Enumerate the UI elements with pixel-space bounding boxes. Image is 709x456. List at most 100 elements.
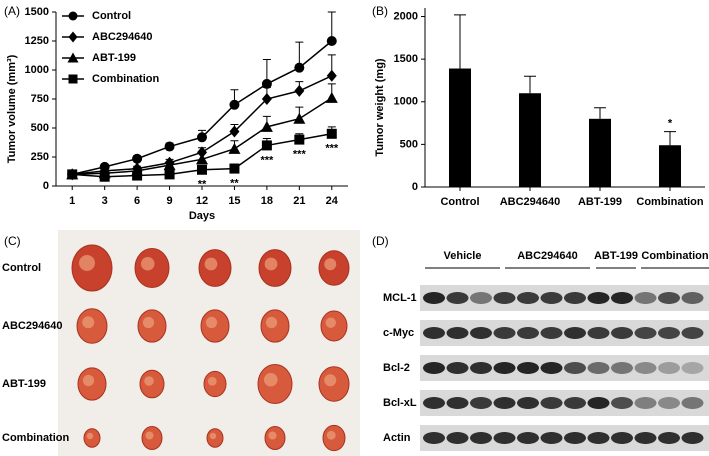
- row-label: Bcl-2: [383, 362, 410, 374]
- blot-band: [564, 432, 586, 444]
- marker: [229, 163, 240, 174]
- row-label: c-Myc: [383, 327, 414, 339]
- blot-band: [658, 327, 680, 339]
- x-tick-label: 15: [228, 195, 240, 207]
- blot-band: [446, 432, 469, 444]
- blot-band: [611, 327, 633, 339]
- blot-band: [493, 362, 516, 374]
- marker: [261, 93, 272, 105]
- blot-band: [540, 397, 563, 409]
- x-tick-label: ABC294640: [500, 196, 561, 208]
- blot-band: [540, 432, 563, 444]
- blot-band: [423, 397, 445, 409]
- marker: [163, 159, 176, 171]
- row-label: ABT-199: [2, 378, 46, 390]
- y-tick-label: 1500: [25, 6, 49, 18]
- blot-band: [446, 397, 469, 409]
- panel-label: (C): [4, 234, 21, 248]
- marker: [229, 125, 240, 138]
- blot-band: [681, 327, 704, 339]
- y-tick-label: 250: [31, 151, 49, 163]
- row-label: Control: [2, 262, 41, 274]
- marker: [293, 112, 306, 124]
- y-tick-label: 1000: [25, 64, 49, 76]
- marker: [132, 170, 143, 181]
- marker: [197, 164, 207, 175]
- tumor-highlight: [207, 376, 217, 386]
- blot-band: [517, 327, 539, 339]
- tumor-highlight: [86, 432, 94, 440]
- annotation: ***: [293, 149, 307, 161]
- blot-band: [658, 292, 680, 304]
- tumor-highlight: [325, 317, 336, 328]
- blot-band: [587, 292, 610, 304]
- annotation: *: [668, 118, 673, 130]
- y-tick-label: 0: [43, 180, 49, 192]
- marker: [67, 52, 79, 63]
- tumor-highlight: [142, 316, 155, 329]
- tumor-highlight: [263, 372, 278, 387]
- blot-band: [587, 397, 610, 409]
- marker: [67, 169, 78, 180]
- marker: [68, 31, 78, 43]
- group-label: ABC294640: [517, 250, 578, 262]
- blot-band: [446, 327, 469, 339]
- bar: [449, 68, 471, 187]
- blot-band: [658, 397, 680, 409]
- tumor-highlight: [79, 255, 95, 271]
- marker: [326, 69, 337, 82]
- x-tick-label: Combination: [636, 196, 703, 208]
- blot-band: [517, 292, 539, 304]
- blot-band: [681, 432, 704, 444]
- bar: [589, 118, 611, 187]
- y-tick-label: 2000: [394, 10, 418, 22]
- blot-band: [517, 362, 539, 374]
- error-bar: [454, 14, 466, 69]
- panel-label: (B): [372, 4, 388, 18]
- blot-band: [493, 292, 516, 304]
- marker: [197, 132, 207, 143]
- error-bar: [594, 107, 606, 119]
- blot-band: [658, 362, 680, 374]
- blot-band: [681, 397, 704, 409]
- tumor-highlight: [145, 431, 154, 440]
- blot-band: [611, 432, 633, 444]
- blot-band: [658, 432, 680, 444]
- tumor-highlight: [144, 376, 154, 386]
- y-axis-label: Tumor volume (mm³): [6, 54, 18, 163]
- panel-label: (A): [4, 4, 20, 18]
- tumor-highlight: [204, 257, 218, 271]
- blot-band: [517, 397, 539, 409]
- blot-band: [564, 292, 586, 304]
- y-axis-label: Tumor weight (mg): [374, 58, 386, 157]
- marker: [261, 140, 272, 151]
- marker: [164, 141, 175, 152]
- blot-band: [446, 292, 469, 304]
- blot-band: [470, 327, 492, 339]
- panel-label: (D): [372, 234, 389, 248]
- blot-band: [470, 432, 492, 444]
- tumor-highlight: [82, 374, 95, 387]
- blot-band: [681, 362, 704, 374]
- blot-band: [634, 327, 657, 339]
- x-tick-label: Control: [440, 196, 479, 208]
- y-tick-label: 1250: [25, 35, 49, 47]
- blot-band: [423, 432, 445, 444]
- blot-band: [634, 292, 657, 304]
- blot-band: [634, 397, 657, 409]
- tumor-highlight: [268, 431, 277, 440]
- marker: [294, 134, 305, 145]
- row-label: Bcl-xL: [383, 397, 417, 409]
- x-tick-label: 6: [134, 195, 140, 207]
- blot-band: [517, 432, 539, 444]
- marker: [132, 153, 143, 164]
- y-tick-label: 0: [412, 181, 418, 193]
- blot-band: [564, 362, 586, 374]
- blot-band: [564, 327, 586, 339]
- row-label: MCL-1: [383, 292, 417, 304]
- x-axis-label: Days: [189, 210, 215, 222]
- bar: [519, 93, 541, 187]
- marker: [197, 146, 207, 159]
- legend-label: Control: [92, 10, 131, 22]
